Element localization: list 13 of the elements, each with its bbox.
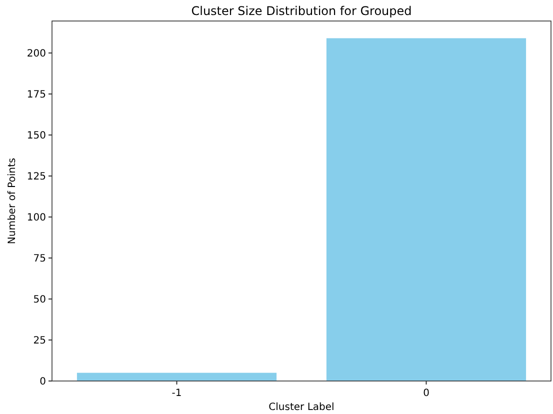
y-tick-label: 75 — [33, 253, 46, 264]
x-axis-title: Cluster Label — [268, 402, 334, 413]
x-tick-label: -1 — [172, 388, 182, 399]
y-tick-label: 200 — [26, 48, 46, 60]
y-tick-label: 50 — [33, 294, 46, 306]
y-tick-label: 100 — [26, 212, 46, 224]
y-tick-label: 25 — [33, 336, 46, 346]
y-tick-label: 0 — [40, 376, 46, 388]
y-axis-title: Number of Points — [7, 158, 18, 244]
chart-title: Cluster Size Distribution for Grouped — [191, 4, 412, 18]
y-tick-label: 150 — [26, 130, 46, 142]
y-tick-label: 125 — [26, 171, 46, 182]
y-tick-label: 175 — [26, 89, 46, 100]
